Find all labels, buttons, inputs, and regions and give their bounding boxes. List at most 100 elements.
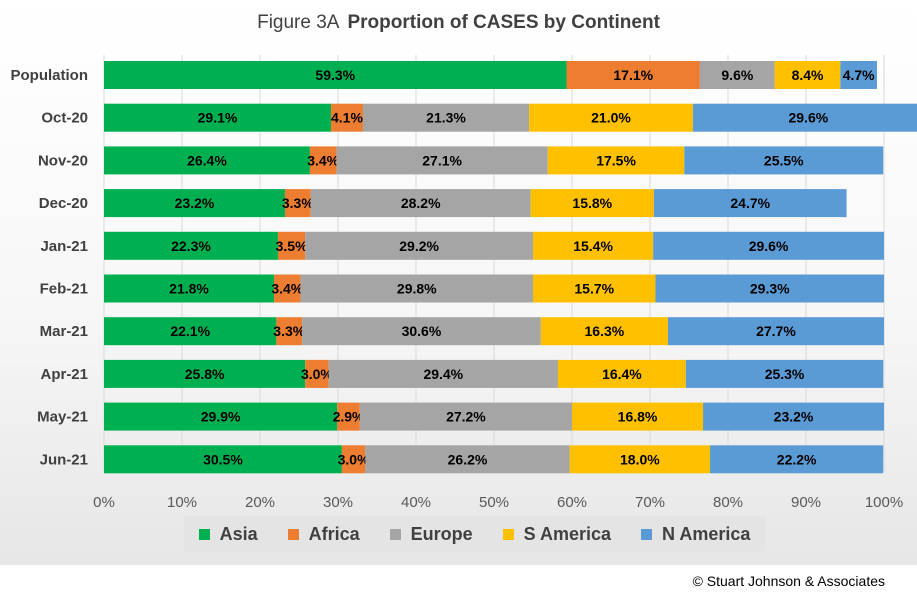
bar-africa	[341, 445, 366, 474]
bar-africa	[330, 103, 363, 132]
data-label: 8.4%	[792, 67, 824, 83]
bar-n-america	[684, 146, 884, 175]
data-label: 2.9%	[333, 409, 365, 425]
data-label: 27.1%	[422, 152, 462, 168]
bar-n-america	[653, 189, 847, 218]
data-label: 15.4%	[573, 238, 613, 254]
data-label: 27.2%	[446, 409, 486, 425]
bar-n-america	[692, 103, 917, 132]
bar-europe	[328, 359, 558, 388]
bar-s-america	[529, 103, 693, 132]
bar-europe	[362, 103, 530, 132]
bar-africa	[274, 274, 301, 303]
data-label: 15.8%	[572, 195, 612, 211]
chart-title: Figure 3A Proportion of CASES by Continen…	[0, 12, 917, 34]
data-label: 22.2%	[777, 451, 817, 467]
chart-title-main: Proportion of CASES by Continent	[347, 12, 660, 33]
data-label: 29.3%	[750, 281, 790, 297]
bar-s-america	[533, 274, 656, 303]
bar-asia	[104, 402, 338, 431]
bar-europe	[359, 402, 572, 431]
data-label: 26.2%	[448, 451, 488, 467]
x-tick-label: 100%	[865, 494, 903, 511]
data-label: 29.8%	[397, 281, 437, 297]
bar-asia	[104, 146, 310, 175]
x-tick-label: 30%	[323, 494, 353, 511]
data-label: 18.0%	[620, 451, 660, 467]
data-label: 29.1%	[198, 110, 238, 126]
legend-swatch	[641, 529, 653, 540]
bar-africa	[337, 402, 360, 431]
data-label: 28.2%	[401, 195, 441, 211]
chart-title-prefix: Figure 3A	[257, 12, 340, 33]
data-label: 21.8%	[169, 281, 209, 297]
legend-item: S America	[502, 524, 611, 545]
data-label: 17.5%	[596, 152, 636, 168]
bar-europe	[699, 61, 775, 89]
category-label: Dec-20	[39, 195, 88, 212]
chart-area: Figure 3A Proportion of CASES by Continen…	[0, 0, 917, 565]
data-label: 16.3%	[585, 323, 625, 339]
bar-s-america	[557, 359, 686, 388]
data-label: 21.0%	[591, 110, 631, 126]
data-label: 4.1%	[331, 110, 363, 126]
bar-asia	[104, 359, 306, 388]
legend-label: Asia	[219, 524, 258, 544]
bar-n-america	[667, 317, 884, 346]
data-label: 4.7%	[843, 67, 875, 83]
bar-asia	[104, 274, 275, 303]
bar-s-america	[774, 61, 841, 89]
data-label: 24.7%	[730, 195, 770, 211]
data-label: 9.6%	[721, 67, 753, 83]
bar-europe	[365, 445, 570, 474]
x-tick-label: 20%	[245, 494, 275, 511]
stacked-bar-chart: 0% 10% 20% 30% 40% 50% 60% 70% 80% 90% 100% Populat…	[11, 55, 917, 511]
bar-asia	[104, 317, 277, 346]
data-label: 22.3%	[171, 238, 211, 254]
legend-label: Europe	[410, 524, 473, 544]
x-tick-label: 50%	[479, 494, 509, 511]
bar-s-america	[547, 146, 685, 175]
data-label: 29.9%	[201, 409, 241, 425]
legend-label: Africa	[308, 524, 360, 544]
legend-swatch	[502, 529, 514, 540]
legend-swatch	[287, 529, 299, 540]
data-label: 16.8%	[618, 409, 658, 425]
data-label: 29.2%	[399, 238, 439, 254]
bar-n-america	[685, 359, 884, 388]
x-tick-label: 10%	[167, 494, 197, 511]
bar-s-america	[533, 231, 654, 260]
bar-asia	[104, 231, 278, 260]
bar-africa	[305, 359, 329, 388]
bar-europe	[302, 317, 541, 346]
legend-item: Africa	[287, 524, 360, 545]
bar-n-america	[840, 61, 877, 89]
category-label: Oct-20	[41, 110, 88, 127]
bar-s-america	[540, 317, 668, 346]
copyright-footer: © Stuart Johnson & Associates	[692, 573, 885, 589]
x-tick-label: 80%	[713, 494, 743, 511]
data-label: 25.5%	[764, 152, 804, 168]
legend-label: N America	[662, 524, 751, 544]
bar-n-america	[653, 231, 884, 260]
bar-asia	[104, 103, 331, 132]
bar-africa	[309, 146, 337, 175]
bar-europe	[305, 231, 533, 260]
bar-s-america	[569, 445, 711, 474]
data-label: 27.7%	[756, 323, 796, 339]
data-label: 30.6%	[402, 323, 442, 339]
data-label: 3.4%	[271, 281, 303, 297]
category-label: Feb-21	[40, 281, 88, 298]
x-tick-label: 90%	[791, 494, 821, 511]
legend-item: N America	[641, 524, 750, 545]
bar-africa	[276, 317, 303, 346]
chart-legend: Asia Africa Europe S America N America	[184, 516, 765, 553]
bar-africa	[566, 61, 700, 89]
legend-swatch	[389, 529, 401, 540]
category-label: Population	[11, 67, 89, 84]
bar-n-america	[655, 274, 884, 303]
bar-europe	[300, 274, 533, 303]
legend-swatch	[198, 529, 210, 540]
bar-s-america	[530, 189, 654, 218]
category-label: Jan-21	[40, 238, 88, 255]
